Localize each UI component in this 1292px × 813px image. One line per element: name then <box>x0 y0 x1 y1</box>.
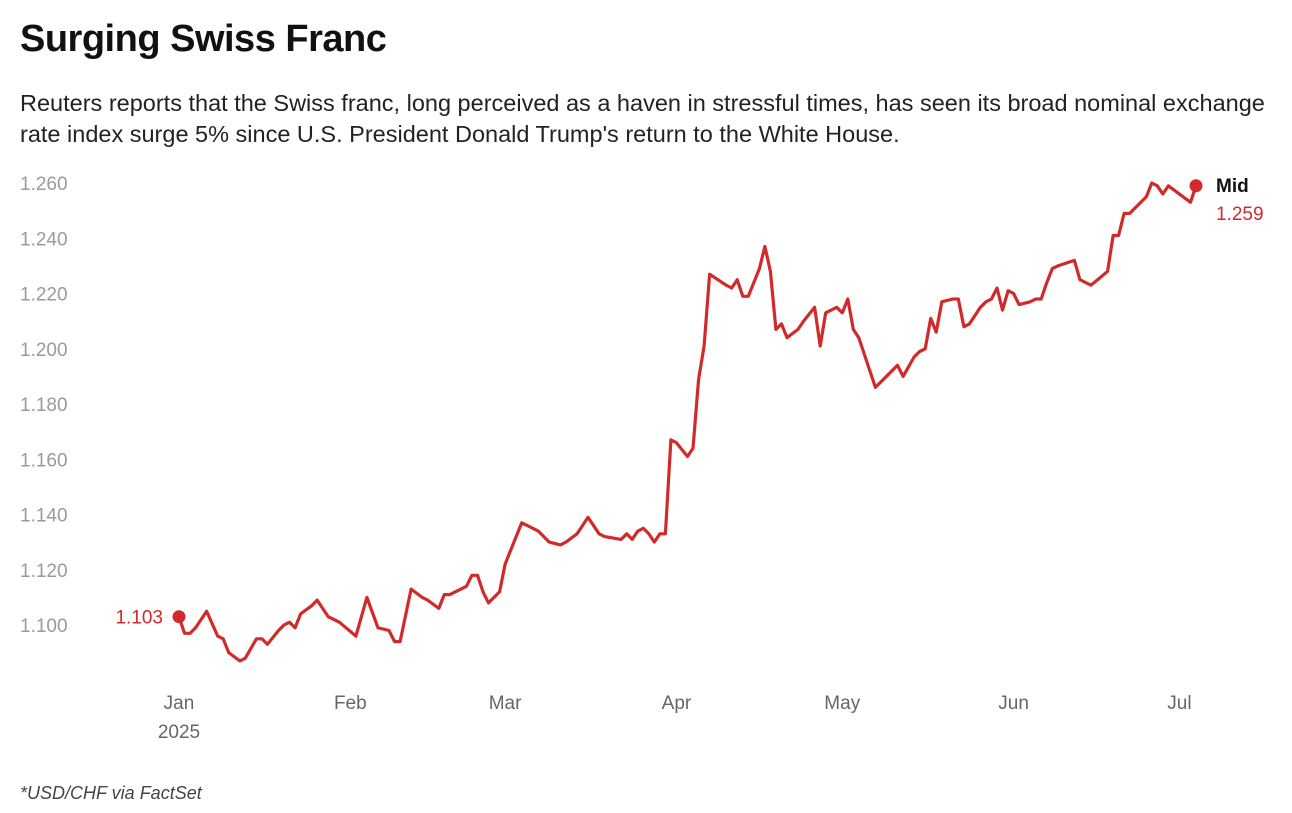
start-point-marker <box>172 610 186 624</box>
x-tick-sublabel: 2025 <box>158 722 200 743</box>
y-tick-label: 1.240 <box>20 229 68 250</box>
x-tick-label: Jun <box>998 693 1029 714</box>
series-name-label: Mid <box>1216 176 1249 197</box>
chart-title: Surging Swiss Franc <box>20 18 387 60</box>
x-axis: Jan 2025 Feb Mar Apr May Jun Jul <box>158 693 1192 743</box>
y-axis: 1.100 1.120 1.140 1.160 1.180 1.200 1.220 1.240… <box>20 174 68 637</box>
x-tick-label: May <box>824 693 860 714</box>
x-tick-label: Jan <box>164 693 195 714</box>
x-tick-label: Feb <box>334 693 367 714</box>
y-tick-label: 1.100 <box>20 616 68 637</box>
y-tick-label: 1.220 <box>20 285 68 306</box>
source-note: *USD/CHF via FactSet <box>20 783 202 803</box>
x-tick-label: Apr <box>662 693 692 714</box>
y-tick-label: 1.140 <box>20 506 68 527</box>
end-value-label: 1.259 <box>1216 204 1264 225</box>
y-tick-label: 1.160 <box>20 450 68 471</box>
y-tick-label: 1.260 <box>20 174 68 195</box>
y-tick-label: 1.120 <box>20 561 68 582</box>
x-tick-label: Mar <box>489 693 522 714</box>
x-tick-label: Jul <box>1167 693 1191 714</box>
chart-subtitle: Reuters reports that the Swiss franc, lo… <box>20 90 1265 147</box>
y-tick-label: 1.200 <box>20 340 68 361</box>
end-point-marker <box>1189 179 1203 193</box>
series-line-mid <box>177 181 1198 663</box>
y-tick-label: 1.180 <box>20 395 68 416</box>
start-value-label: 1.103 <box>115 608 163 629</box>
